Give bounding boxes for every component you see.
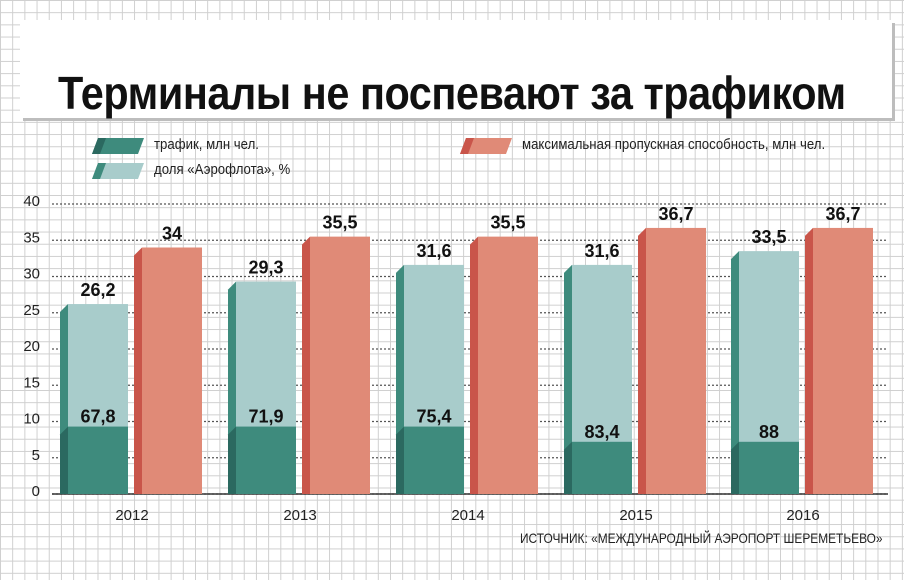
share-band: [68, 426, 128, 494]
y-tick-label: 30: [23, 266, 40, 283]
traffic-value-label: 26,2: [80, 280, 115, 300]
legend-swatch-share: [92, 163, 144, 179]
traffic-bar-side: [564, 264, 572, 494]
y-tick-label: 20: [23, 338, 40, 355]
capacity-value-label: 35,5: [490, 213, 525, 233]
capacity-bar: [478, 236, 538, 494]
legend-label-traffic: трафик, млн чел.: [154, 136, 259, 153]
x-tick-label: 2016: [786, 507, 819, 524]
chart-title: Терминалы не поспевают за трафиком: [58, 67, 846, 119]
y-tick-label: 10: [23, 411, 40, 428]
traffic-value-label: 31,6: [584, 241, 619, 261]
capacity-bar-side: [302, 236, 310, 494]
x-tick-label: 2014: [451, 507, 484, 524]
share-band: [236, 426, 296, 494]
share-band-side: [731, 441, 739, 494]
capacity-bar: [813, 227, 873, 495]
share-band-side: [564, 441, 572, 494]
traffic-value-label: 29,3: [248, 258, 283, 278]
source-note: ИСТОЧНИК: «МЕЖДУНАРОДНЫЙ АЭРОПОРТ ШЕРЕМЕ…: [519, 530, 882, 546]
capacity-bar-side: [470, 236, 478, 494]
x-tick-label: 2015: [619, 507, 652, 524]
capacity-bar-side: [638, 227, 646, 495]
capacity-value-label: 34: [162, 224, 182, 244]
share-band-side: [60, 426, 68, 494]
capacity-value-label: 36,7: [658, 204, 693, 224]
y-tick-label: 25: [23, 302, 40, 319]
capacity-bar: [310, 236, 370, 494]
x-tick-label: 2013: [283, 507, 316, 524]
capacity-value-label: 36,7: [825, 204, 860, 224]
share-value-label: 71,9: [248, 407, 283, 427]
share-band: [404, 426, 464, 494]
capacity-bar: [646, 227, 706, 495]
share-band: [739, 441, 799, 494]
share-band-side: [228, 426, 236, 494]
y-tick-label: 0: [32, 483, 40, 500]
y-tick-label: 5: [32, 447, 40, 464]
share-band-side: [396, 426, 404, 494]
capacity-bar-side: [805, 227, 813, 495]
y-tick-label: 40: [23, 193, 40, 210]
traffic-value-label: 33,5: [751, 227, 786, 247]
traffic-value-label: 31,6: [416, 241, 451, 261]
capacity-value-label: 35,5: [322, 213, 357, 233]
legend-label-share: доля «Аэрофлота», %: [154, 161, 291, 178]
legend-swatch-traffic: [92, 138, 144, 154]
legend-label-capacity: максимальная пропускная способность, млн…: [522, 136, 826, 153]
share-value-label: 67,8: [80, 407, 115, 427]
share-band: [572, 441, 632, 494]
share-value-label: 75,4: [416, 407, 451, 427]
y-tick-label: 15: [23, 374, 40, 391]
y-tick-label: 35: [23, 229, 40, 246]
title-box: Терминалы не поспевают за трафиком: [20, 20, 892, 119]
capacity-bar-side: [134, 247, 142, 494]
capacity-bar: [142, 247, 202, 494]
x-tick-label: 2012: [115, 507, 148, 524]
legend-swatch-capacity: [460, 138, 512, 154]
share-value-label: 83,4: [584, 422, 619, 442]
traffic-bar-side: [731, 251, 739, 494]
share-value-label: 88: [759, 422, 779, 442]
